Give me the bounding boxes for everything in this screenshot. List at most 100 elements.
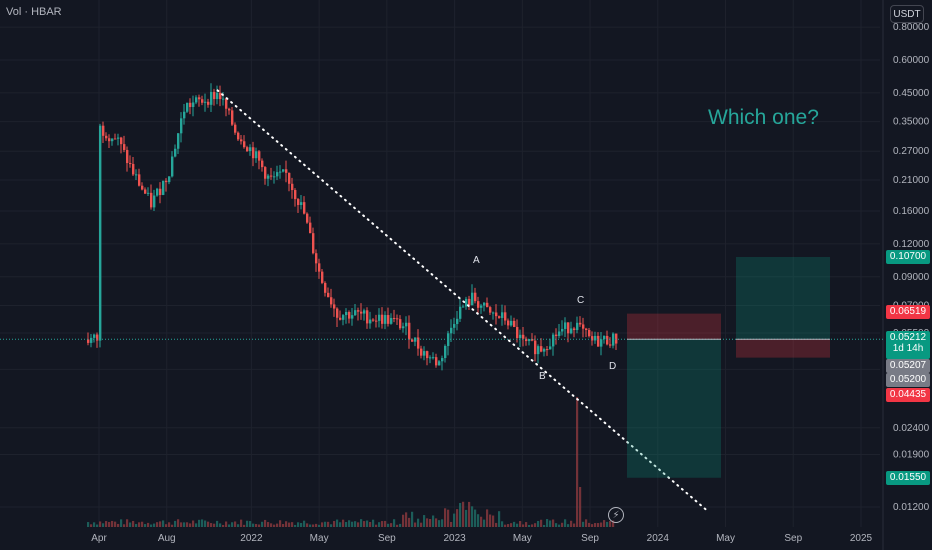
volume-bar [90,524,93,527]
volume-bar [429,518,432,527]
candle-body [492,312,495,314]
volume-bar [474,509,477,527]
volume-bar [537,520,540,527]
currency-button[interactable]: USDT [890,5,924,23]
volume-bar [477,514,480,527]
volume-bar [453,513,456,527]
volume-bar [513,521,516,527]
candle-body [471,292,474,306]
candle-body [261,160,264,168]
y-tick-label: 0.12000 [893,239,930,250]
candle-body [462,306,465,308]
price-tag-short-target: 0.01550 [886,471,930,485]
volume-bar [159,521,162,527]
volume-bar [597,523,600,527]
candle-body [609,344,612,346]
volume-bar [291,522,294,527]
candle-body [534,340,537,355]
volume-bar [411,511,414,527]
candle-body [408,322,411,340]
volume-bar [141,521,144,527]
candle-body [504,312,507,321]
short-risk-zone [627,313,721,340]
volume-bar [201,519,204,527]
candle-body [414,337,417,342]
candle-body [582,324,585,329]
candle-body [90,337,93,343]
candle-body [450,327,453,334]
candle-body [105,135,108,139]
volume-bar [228,524,231,527]
candle-body [183,111,186,119]
volume-bar [168,522,171,527]
volume-bar [282,524,285,527]
price-tag-short-stop: 0.06519 [886,305,930,319]
candle-body [171,156,174,177]
volume-bar [270,523,273,527]
candle-body [213,91,216,100]
volume-bar [552,519,555,527]
volume-bar [438,520,441,527]
candle-body [258,151,261,161]
candle-body [150,192,153,208]
candle-body [600,339,603,347]
volume-bar [123,524,126,527]
candle-body [294,190,297,200]
candle-body [516,326,519,339]
x-tick-label: May [513,533,532,544]
volume-bar [288,522,291,527]
candle-body [267,175,270,179]
candle-body [111,138,114,142]
volume-bar [219,523,222,527]
volume-bar [99,521,102,527]
volume-bar [195,523,198,527]
candle-body [579,322,582,325]
volume-bar [519,521,522,527]
candle-body [555,334,558,336]
candle-body [339,317,342,320]
candle-body [216,92,219,100]
volume-bar [306,523,309,527]
candle-body [525,338,528,342]
volume-bar [126,519,129,527]
y-tick-label: 0.35000 [893,117,930,128]
candle-body [393,317,396,319]
volume-bar [393,519,396,527]
candle-body [480,305,483,308]
volume-bar [603,520,606,527]
volume-bar [456,509,459,527]
volume-bar [384,520,387,527]
volume-bar [525,522,528,527]
volume-bar [363,521,366,527]
candle-body [309,222,312,234]
volume-bar [360,519,363,527]
volume-bar [339,522,342,527]
candle-body [444,345,447,359]
candle-body [138,174,141,186]
volume-bar [261,521,264,527]
volume-bar [600,522,603,527]
volume-bar [408,517,411,527]
candle-body [588,330,591,337]
volume-bar [348,520,351,527]
volume-bar [276,523,279,527]
volume-bar [216,520,219,527]
volume-bar [588,522,591,527]
candle-body [201,99,204,103]
candle-body [489,307,492,313]
volume-bar [156,522,159,527]
y-tick-label: 0.02400 [893,423,930,434]
volume-bar [606,521,609,527]
volume-bar [423,515,426,527]
volume-bar [165,524,168,527]
y-tick-label: 0.21000 [893,175,930,186]
volume-bar [573,523,576,527]
candle-body [321,271,324,283]
volume-bar [255,523,258,527]
candle-body [345,312,348,316]
volume-bar [93,522,96,527]
candle-body [291,183,294,191]
lightning-icon[interactable]: ⚡ [608,507,624,523]
candle-body [87,339,90,343]
